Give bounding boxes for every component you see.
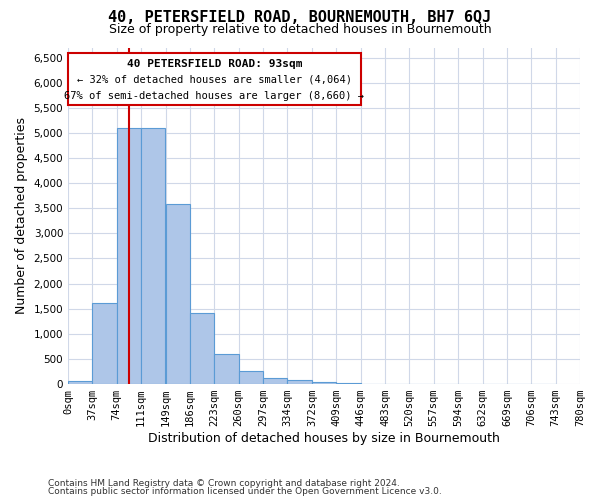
Bar [312,382,337,384]
Text: Contains HM Land Registry data © Crown copyright and database right 2024.: Contains HM Land Registry data © Crown c… [48,478,400,488]
Bar [239,370,263,384]
Bar [263,378,287,384]
Text: 40, PETERSFIELD ROAD, BOURNEMOUTH, BH7 6QJ: 40, PETERSFIELD ROAD, BOURNEMOUTH, BH7 6… [109,10,491,25]
Text: ← 32% of detached houses are smaller (4,064): ← 32% of detached houses are smaller (4,… [77,74,352,85]
Text: 67% of semi-detached houses are larger (8,660) →: 67% of semi-detached houses are larger (… [64,90,364,101]
Y-axis label: Number of detached properties: Number of detached properties [15,118,28,314]
Bar [214,354,239,384]
Bar [166,204,190,384]
Text: 40 PETERSFIELD ROAD: 93sqm: 40 PETERSFIELD ROAD: 93sqm [127,59,302,69]
Bar [337,382,361,384]
Bar [287,380,311,384]
Text: Size of property relative to detached houses in Bournemouth: Size of property relative to detached ho… [109,22,491,36]
Bar [141,128,165,384]
Bar [190,312,214,384]
Bar [68,381,92,384]
Bar [92,302,116,384]
Text: Contains public sector information licensed under the Open Government Licence v3: Contains public sector information licen… [48,487,442,496]
FancyBboxPatch shape [68,52,361,106]
X-axis label: Distribution of detached houses by size in Bournemouth: Distribution of detached houses by size … [148,432,500,445]
Bar [116,128,141,384]
